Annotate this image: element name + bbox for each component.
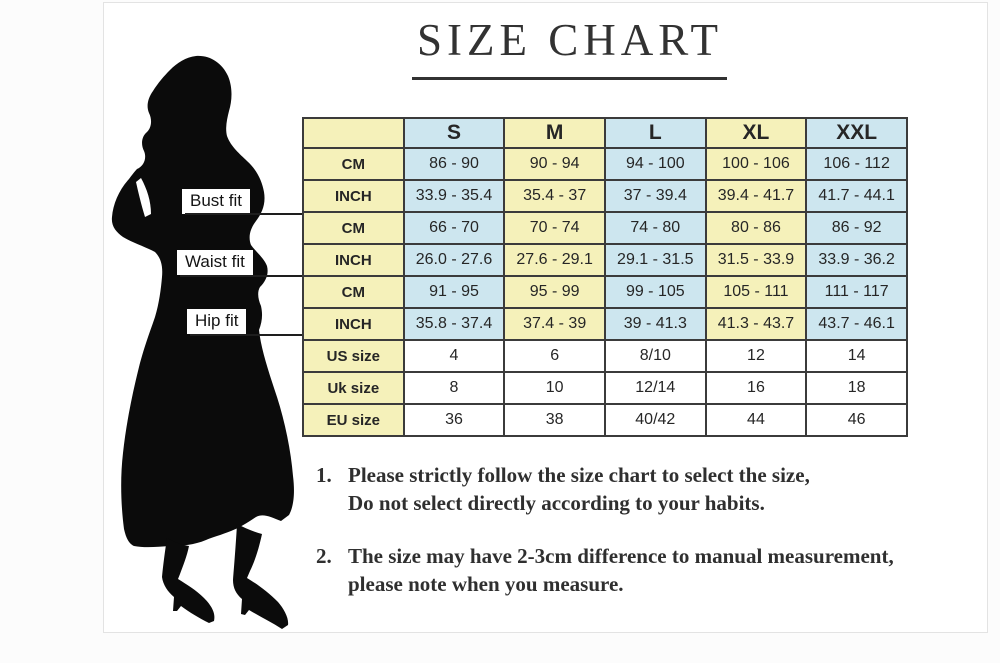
size-cell: 111 - 117 [805,275,908,309]
size-cell: 6 [503,339,606,373]
note-line: Do not select directly according to your… [348,491,765,515]
size-cell: 66 - 70 [402,211,506,245]
size-cell: 33.9 - 35.4 [402,179,506,213]
table-row: CM 86 - 90 90 - 94 94 - 100 100 - 106 106 - 1… [302,147,908,181]
column-header-blank [302,117,405,149]
fit-label-waist: Waist fit [177,250,253,275]
size-cell: 33.9 - 36.2 [805,243,908,277]
row-label: INCH [302,307,405,341]
column-header-xxl: XXL [805,117,908,149]
row-label: CM [302,147,405,181]
fit-leader-line-waist [180,275,302,277]
size-cell: 86 - 92 [805,211,908,245]
size-cell: 37.4 - 39 [503,307,606,341]
silhouette-left-leg [162,538,215,623]
note-item: 2. The size may have 2-3cm difference to… [316,542,988,598]
size-cell: 35.8 - 37.4 [402,307,506,341]
size-cell: 10 [503,371,606,405]
size-cell: 36 [402,403,506,437]
size-cell: 90 - 94 [503,147,606,181]
row-label: EU size [302,403,405,437]
note-number: 1. [316,463,332,487]
size-cell: 12/14 [603,371,707,405]
table-row: Uk size 8 10 12/14 16 18 [302,371,908,405]
size-cell: 91 - 95 [402,275,506,309]
fit-leader-line-bust [185,213,302,215]
size-table-body: CM 86 - 90 90 - 94 94 - 100 100 - 106 106 - 1… [302,147,908,437]
table-row: CM 91 - 95 95 - 99 99 - 105 105 - 111 111 - 1… [302,275,908,309]
size-cell: 105 - 111 [704,275,808,309]
size-cell: 37 - 39.4 [603,179,707,213]
fit-leader-line-hip [190,334,302,336]
size-cell: 70 - 74 [503,211,606,245]
size-cell: 41.7 - 44.1 [805,179,908,213]
size-cell: 29.1 - 31.5 [603,243,707,277]
size-table-header-row: S M L XL XXL [302,117,908,149]
silhouette-body [111,55,294,548]
notes-section: 1. Please strictly follow the size chart… [316,461,988,623]
silhouette-right-leg [233,524,289,629]
size-cell: 39.4 - 41.7 [704,179,808,213]
size-cell: 99 - 105 [603,275,707,309]
table-row: EU size 36 38 40/42 44 46 [302,403,908,437]
size-table: S M L XL XXL CM 86 - 90 90 - 94 94 - 100 100 - 1… [302,117,908,437]
size-cell: 94 - 100 [603,147,707,181]
woman-silhouette [111,55,294,629]
size-cell: 46 [805,403,908,437]
size-cell: 18 [805,371,908,405]
note-number: 2. [316,544,332,568]
size-cell: 14 [805,339,908,373]
size-cell: 35.4 - 37 [503,179,606,213]
size-cell: 8 [402,371,506,405]
table-row: INCH 26.0 - 27.6 27.6 - 29.1 29.1 - 31.5 31.… [302,243,908,277]
size-cell: 43.7 - 46.1 [805,307,908,341]
size-cell: 44 [704,403,808,437]
note-line: The size may have 2-3cm difference to ma… [348,544,894,568]
row-label: US size [302,339,405,373]
fit-label-bust: Bust fit [182,189,250,214]
size-cell: 106 - 112 [805,147,908,181]
title-underline [412,77,727,80]
size-cell: 74 - 80 [603,211,707,245]
size-cell: 41.3 - 43.7 [704,307,808,341]
row-label: CM [302,211,405,245]
column-header-m: M [503,117,606,149]
table-row: CM 66 - 70 70 - 74 74 - 80 80 - 86 86 - 92 [302,211,908,245]
size-cell: 38 [503,403,606,437]
size-cell: 86 - 90 [402,147,506,181]
size-cell: 31.5 - 33.9 [704,243,808,277]
page-title: SIZE CHART [416,15,724,65]
fit-label-hip: Hip fit [187,309,247,334]
note-line: please note when you measure. [348,572,624,596]
note-line: Please strictly follow the size chart to… [348,463,810,487]
column-header-l: L [603,117,707,149]
row-label: INCH [302,243,405,277]
table-row: US size 4 6 8/10 12 14 [302,339,908,373]
table-row: INCH 35.8 - 37.4 37.4 - 39 39 - 41.3 41.3 - … [302,307,908,341]
size-cell: 100 - 106 [704,147,808,181]
size-cell: 40/42 [603,403,707,437]
size-cell: 8/10 [603,339,707,373]
size-cell: 39 - 41.3 [603,307,707,341]
size-cell: 26.0 - 27.6 [402,243,506,277]
column-header-s: S [402,117,506,149]
table-row: INCH 33.9 - 35.4 35.4 - 37 37 - 39.4 39.4 - … [302,179,908,213]
size-cell: 16 [704,371,808,405]
note-text: The size may have 2-3cm difference to ma… [348,542,988,598]
note-text: Please strictly follow the size chart to… [348,461,988,517]
row-label: CM [302,275,405,309]
row-label: Uk size [302,371,405,405]
row-label: INCH [302,179,405,213]
size-cell: 12 [704,339,808,373]
size-cell: 27.6 - 29.1 [503,243,606,277]
column-header-xl: XL [704,117,808,149]
size-cell: 95 - 99 [503,275,606,309]
note-item: 1. Please strictly follow the size chart… [316,461,988,517]
size-cell: 4 [402,339,506,373]
size-cell: 80 - 86 [704,211,808,245]
